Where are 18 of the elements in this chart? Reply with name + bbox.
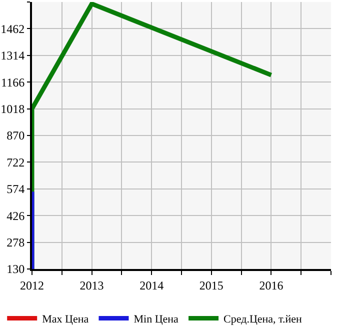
y-tick-label: 1018 [0, 102, 25, 116]
y-tick-label: 130 [6, 262, 25, 276]
y-tick-label: 1462 [0, 22, 25, 36]
x-tick-label: 2014 [140, 278, 164, 292]
y-tick-label: 574 [6, 182, 25, 196]
x-tick-label: 2012 [20, 278, 44, 292]
y-tick-label: 1166 [1, 75, 25, 90]
y-tick-label: 426 [6, 208, 25, 223]
y-tick-label: 870 [6, 128, 25, 143]
x-tick-label: 2013 [80, 278, 104, 292]
y-tick-label: 278 [6, 236, 25, 250]
x-tick-label: 2015 [199, 278, 224, 292]
y-tick-label: 1314 [0, 48, 25, 63]
legend-label: Max Цена [42, 314, 89, 326]
y-tick-label: 722 [6, 155, 25, 170]
legend-label: Min Цена [134, 314, 179, 326]
legend-label: Сред.Цена, т.йен [224, 314, 302, 326]
x-tick-label: 2016 [259, 278, 284, 292]
